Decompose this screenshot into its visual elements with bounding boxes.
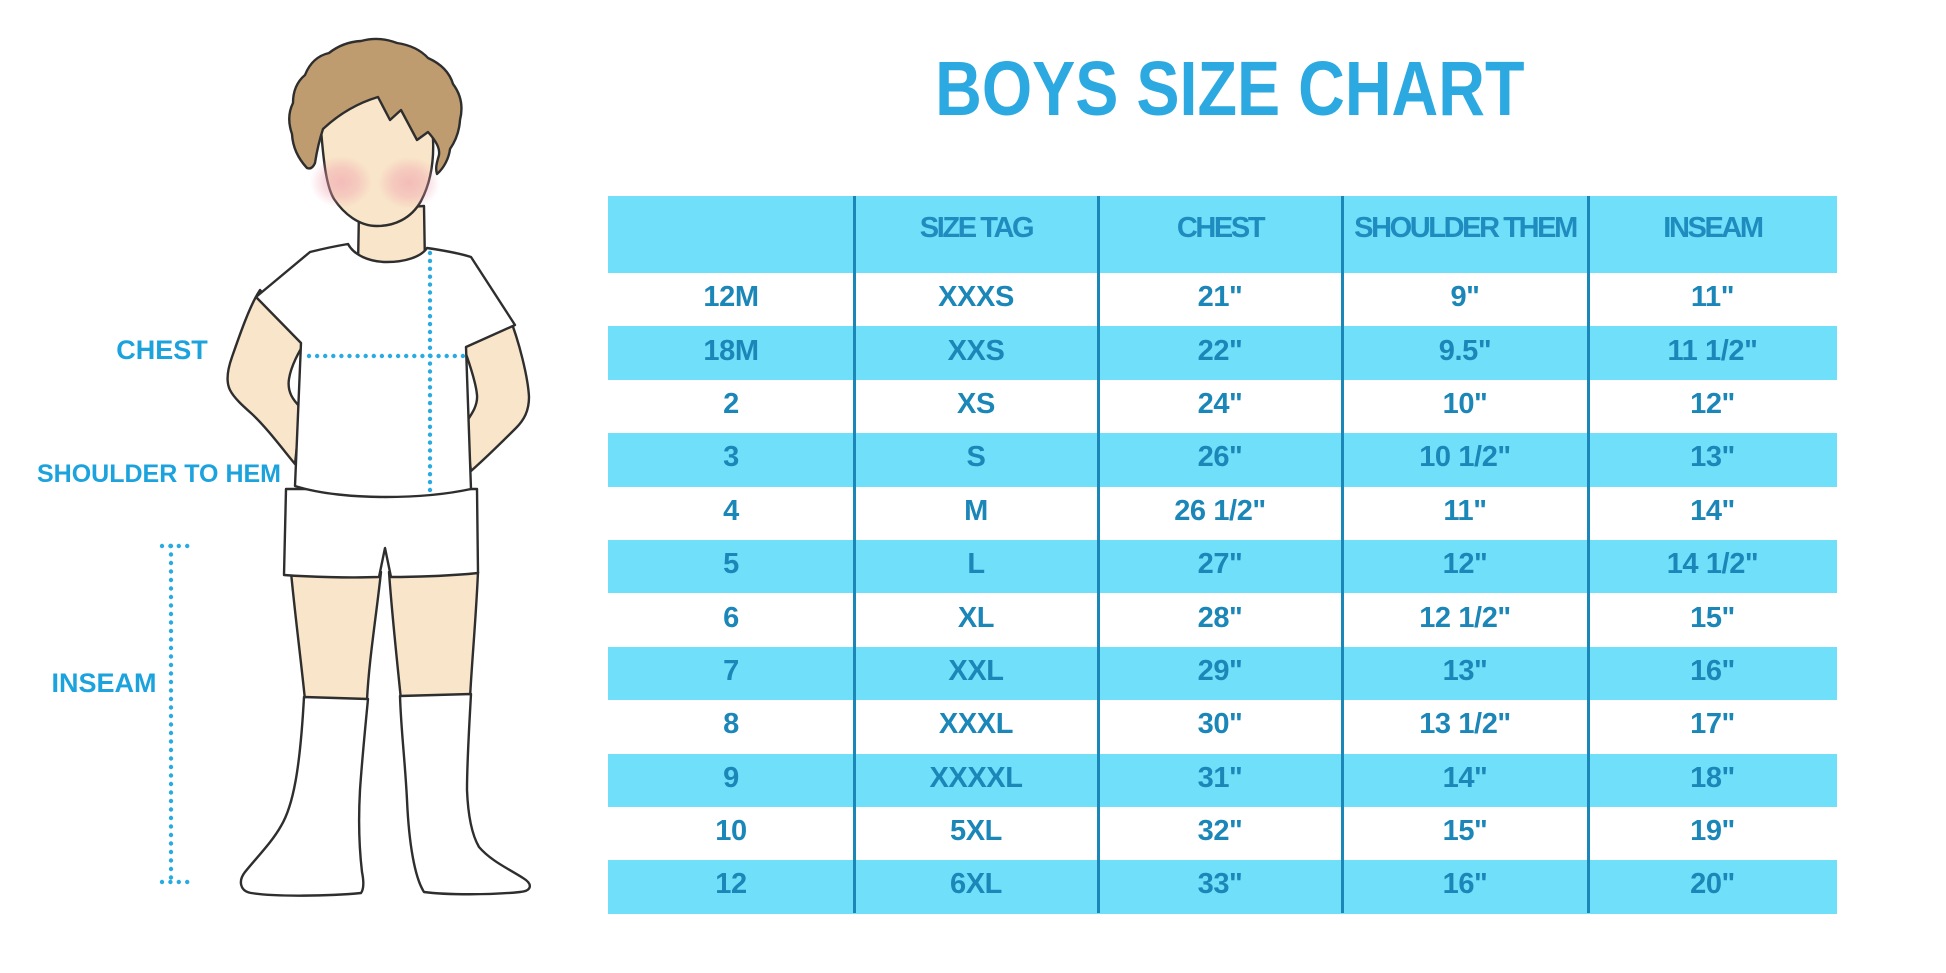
svg-text:INSEAM: INSEAM	[51, 668, 156, 698]
svg-text:CHEST: CHEST	[116, 335, 208, 365]
svg-text:SHOULDER TO HEM: SHOULDER TO HEM	[37, 460, 281, 488]
